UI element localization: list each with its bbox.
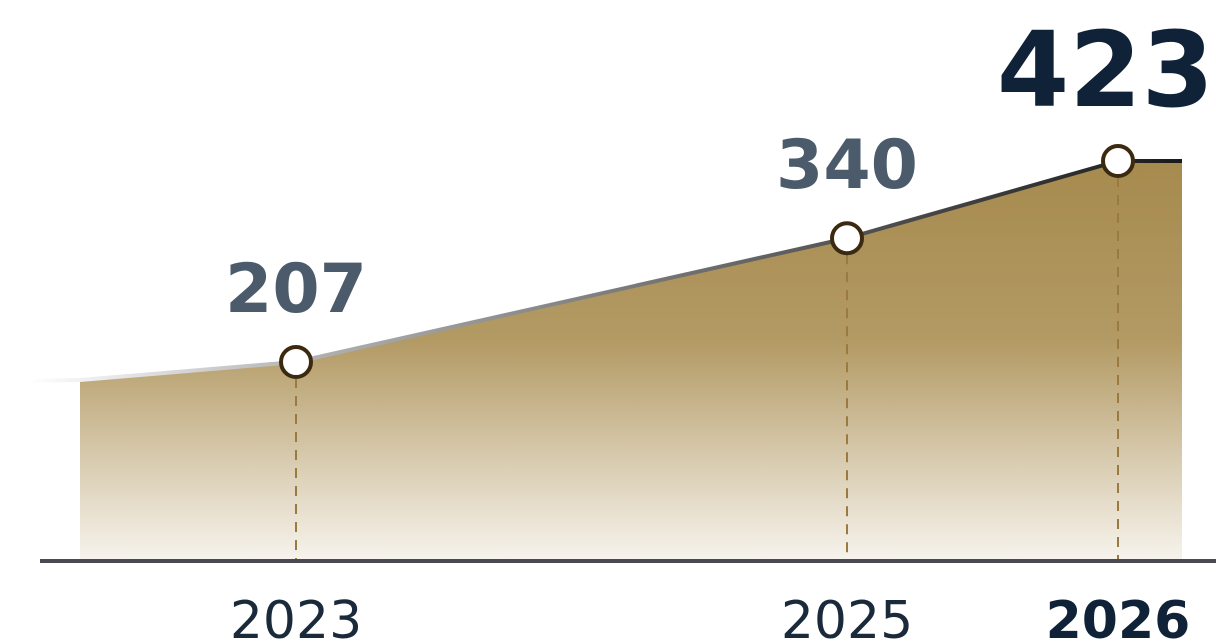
data-point-2026 (1101, 144, 1135, 178)
area-fill (80, 161, 1182, 561)
value-label-2025: 340 (776, 126, 918, 205)
x-tick-label-2025: 2025 (781, 591, 913, 642)
data-point-2023 (279, 345, 313, 379)
x-tick-label-2026: 2026 (1046, 591, 1191, 642)
value-label-2023: 207 (225, 250, 367, 329)
x-tick-label-2023: 2023 (230, 591, 362, 642)
value-label-2026: 423 (997, 9, 1214, 131)
data-point-2025 (830, 221, 864, 256)
